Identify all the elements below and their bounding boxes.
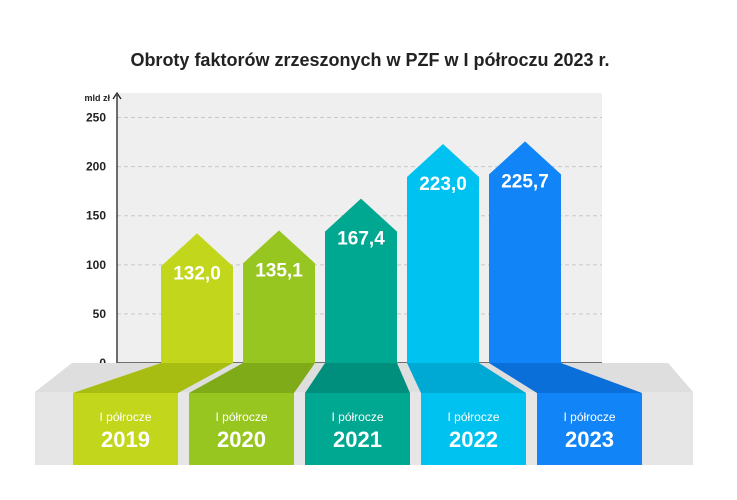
bar bbox=[407, 144, 479, 363]
bar bbox=[161, 233, 233, 363]
bar-ribbon bbox=[189, 363, 315, 393]
chart-title: Obroty faktorów zrzeszonych w PZF w I pó… bbox=[130, 50, 609, 70]
y-axis: mld zł 050100150200250 bbox=[84, 91, 122, 370]
category-prefix: I półrocze bbox=[99, 410, 151, 424]
bar-ribbon bbox=[407, 363, 526, 393]
category-year: 2020 bbox=[217, 427, 266, 452]
bar-ribbon bbox=[489, 363, 642, 393]
bar bbox=[489, 141, 561, 363]
category-year: 2021 bbox=[333, 427, 382, 452]
y-tick-label: 150 bbox=[86, 209, 106, 223]
y-tick-label: 200 bbox=[86, 160, 106, 174]
bar-value-label: 135,1 bbox=[255, 260, 303, 281]
category-labels: I półrocze 2019 I półrocze 2020 I półrocze 20… bbox=[73, 393, 642, 465]
y-tick-label: 50 bbox=[93, 307, 107, 321]
category-box bbox=[189, 393, 294, 465]
category-box bbox=[305, 393, 410, 465]
bar-value-label: 167,4 bbox=[337, 229, 385, 250]
category-year: 2023 bbox=[565, 427, 614, 452]
bar-value-label: 225,7 bbox=[501, 171, 549, 192]
bar bbox=[243, 230, 315, 363]
y-axis-unit: mld zł bbox=[84, 93, 110, 103]
category-box bbox=[73, 393, 178, 465]
bar bbox=[325, 198, 397, 363]
bar-value-label: 223,0 bbox=[419, 174, 467, 195]
bar-value-label: 132,0 bbox=[173, 263, 221, 284]
category-prefix: I półrocze bbox=[563, 410, 615, 424]
bars: 132,0 135,1 167,4 223,0 225,7 bbox=[161, 141, 561, 363]
category-prefix: I półrocze bbox=[447, 410, 499, 424]
bar-ribbons bbox=[73, 363, 642, 393]
category-year: 2019 bbox=[101, 427, 150, 452]
y-tick-label: 100 bbox=[86, 258, 106, 272]
y-tick-label: 250 bbox=[86, 111, 106, 125]
category-year: 2022 bbox=[449, 427, 498, 452]
bar-ribbon bbox=[73, 363, 233, 393]
category-prefix: I półrocze bbox=[215, 410, 267, 424]
y-axis-arrow bbox=[112, 91, 122, 100]
category-prefix: I półrocze bbox=[331, 410, 383, 424]
category-box bbox=[421, 393, 526, 465]
category-box bbox=[537, 393, 642, 465]
bar-ribbon bbox=[305, 363, 410, 393]
